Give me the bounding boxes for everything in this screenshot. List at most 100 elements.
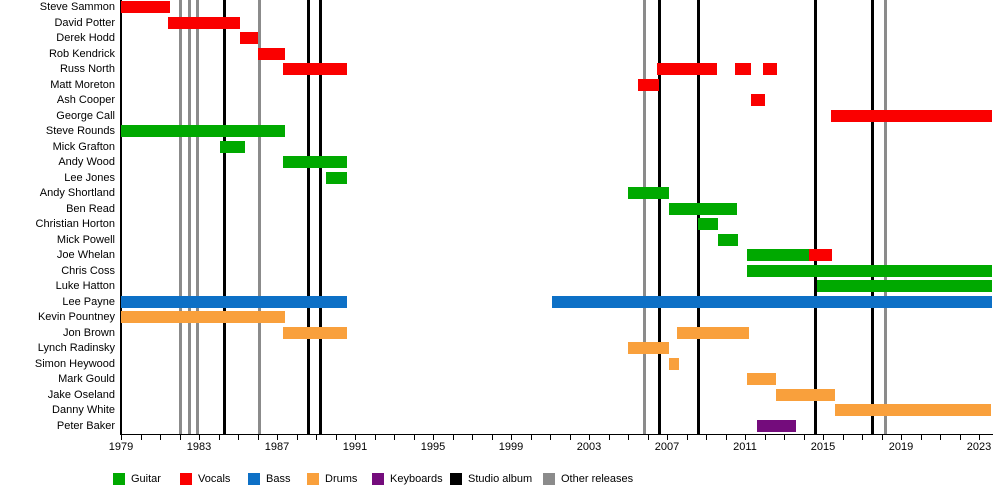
legend: Guitar Vocals Bass Drums Keyboards Studio alb… [0,472,1000,488]
axis-tick [238,435,239,440]
timeline-bar-vocals [121,1,170,13]
y-axis-line [120,0,122,435]
timeline-bar-vocals [763,63,777,75]
axis-tick [843,435,844,440]
member-label: Andy Shortland [39,187,115,199]
axis-tick [784,435,785,440]
member-label: Mick Powell [56,234,115,246]
timeline-bar-drums [835,404,991,416]
axis-tick [823,435,824,440]
axis-tick [160,435,161,440]
release-line-other [643,0,646,435]
member-label: David Potter [54,17,115,29]
axis-tick [589,435,590,440]
axis-tick [940,435,941,440]
legend-label: Drums [325,473,358,485]
member-label: Rob Kendrick [48,48,115,60]
axis-tick [492,435,493,440]
legend-label: Guitar [131,473,161,485]
timeline-bar-vocals [283,63,347,75]
axis-tick-label: 2015 [810,441,836,453]
member-label: Peter Baker [56,420,115,432]
axis-tick [297,435,298,440]
timeline-bar-guitar [698,218,718,230]
member-label: Matt Moreton [50,79,115,91]
release-line-other [188,0,191,435]
axis-tick [648,435,649,440]
member-label: Mark Gould [58,373,115,385]
timeline-bar-drums [121,311,285,323]
axis-tick-label: 1983 [186,441,212,453]
axis-tick [687,435,688,440]
legend-swatch-guitar [113,473,125,485]
axis-tick [277,435,278,440]
axis-tick-label: 2007 [654,441,680,453]
axis-tick [862,435,863,440]
axis-tick [609,435,610,440]
member-label: Christian Horton [35,218,115,230]
timeline-bar-drums [776,389,835,401]
timeline-bar-vocals [168,17,240,29]
axis-tick-label: 2019 [888,441,914,453]
axis-tick [745,435,746,440]
member-label: Danny White [52,404,115,416]
timeline-bar-drums [283,327,347,339]
axis-tick [667,435,668,440]
legend-swatch-bass [248,473,260,485]
axis-tick [394,435,395,440]
member-label: Mick Grafton [52,141,115,153]
member-label: Jon Brown [63,327,115,339]
member-label: Russ North [59,63,115,75]
timeline-bar-vocals [831,110,992,122]
release-line-studio-album [871,0,874,435]
axis-tick [121,435,122,440]
axis-tick [414,435,415,440]
timeline-bar-bass [552,296,992,308]
legend-label: Bass [266,473,291,485]
release-line-studio-album [319,0,322,435]
axis-tick-label: 2003 [576,441,602,453]
x-axis-line [121,434,993,435]
legend-label: Keyboards [390,473,443,485]
axis-tick [316,435,317,440]
timeline-bar-guitar [718,234,738,246]
axis-tick [180,435,181,440]
axis-tick [355,435,356,440]
axis-tick [570,435,571,440]
legend-swatch-other_releases [543,473,555,485]
release-line-other [258,0,261,435]
axis-tick [726,435,727,440]
axis-tick [979,435,980,440]
axis-tick [375,435,376,440]
release-line-studio-album [307,0,310,435]
timeline-bar-drums [677,327,749,339]
timeline-bar-guitar [220,141,245,153]
axis-tick [628,435,629,440]
axis-tick [804,435,805,440]
legend-swatch-keyboards [372,473,384,485]
legend-label: Studio album [468,473,533,485]
member-label: Kevin Pountney [37,311,115,323]
timeline-bar-drums [747,373,776,385]
axis-tick [901,435,902,440]
legend-label: Vocals [198,473,231,485]
timeline-bar-guitar [326,172,347,184]
member-label: Andy Wood [58,156,115,168]
axis-tick [550,435,551,440]
release-line-other [179,0,182,435]
member-label: Luke Hatton [55,280,115,292]
axis-tick [511,435,512,440]
axis-tick [219,435,220,440]
timeline-bar-vocals [735,63,751,75]
release-line-other [884,0,887,435]
member-label: Ben Read [66,203,115,215]
timeline-bar-guitar [628,187,669,199]
axis-tick-label: 1991 [342,441,368,453]
axis-tick [258,435,259,440]
axis-tick-label: 2011 [733,441,757,453]
member-label: Steve Rounds [45,125,115,137]
axis-tick [882,435,883,440]
timeline-bar-vocals [240,32,258,44]
member-label: Simon Heywood [34,358,115,370]
